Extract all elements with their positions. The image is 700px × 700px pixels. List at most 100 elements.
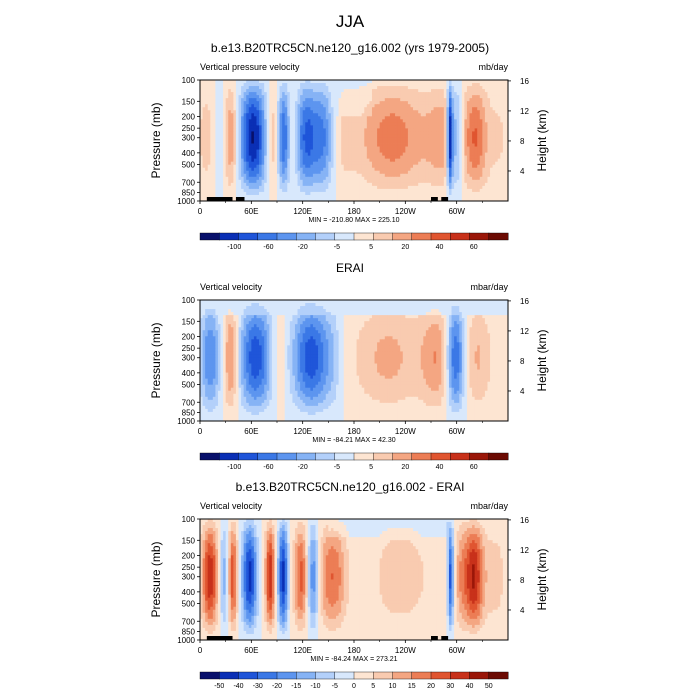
field-cell <box>315 155 319 160</box>
field-cell <box>497 164 501 169</box>
field-cell <box>287 140 291 144</box>
field-cell <box>354 119 357 123</box>
field-cell <box>312 173 316 178</box>
field-cell <box>466 167 470 172</box>
field-cell <box>241 173 245 178</box>
field-cell <box>266 122 270 126</box>
field-cell <box>294 140 298 144</box>
field-cell <box>300 89 304 93</box>
field-cell <box>302 125 306 129</box>
field-cell <box>469 137 473 141</box>
field-cell <box>379 149 383 153</box>
field-cell <box>397 125 401 129</box>
field-cell <box>374 95 378 99</box>
field-cell <box>466 149 470 153</box>
field-cell <box>423 161 427 166</box>
field-cell <box>266 161 270 166</box>
field-cell <box>320 170 324 175</box>
field-cell <box>310 128 314 132</box>
field-cell <box>217 182 221 187</box>
field-cell <box>451 167 455 172</box>
field-cell <box>451 107 455 111</box>
field-cell <box>274 80 278 84</box>
field-cell <box>410 116 414 120</box>
field-cell <box>228 164 232 169</box>
field-cell <box>359 188 363 193</box>
field-cell <box>497 95 501 99</box>
field-cell <box>230 137 234 141</box>
field-cell <box>210 161 214 166</box>
field-cell <box>315 113 319 117</box>
field-cell <box>359 95 363 99</box>
field-cell <box>461 95 465 99</box>
field-cell <box>395 98 399 102</box>
field-cell <box>454 161 458 166</box>
field-cell <box>505 140 509 144</box>
panel-units-label: mbar/day <box>470 282 508 292</box>
field-cell <box>256 113 260 117</box>
field-cell <box>207 107 211 111</box>
field-cell <box>284 125 288 129</box>
field-cell <box>371 146 375 150</box>
field-cell <box>466 152 470 157</box>
field-cell <box>207 125 211 129</box>
field-cell <box>312 110 316 114</box>
field-cell <box>228 146 232 150</box>
field-cell <box>487 116 491 120</box>
field-cell <box>292 167 296 172</box>
field-cell <box>490 197 493 202</box>
field-cell <box>241 161 245 166</box>
field-cell <box>374 137 378 141</box>
field-cell <box>346 104 350 108</box>
field-cell <box>441 80 445 84</box>
field-cell <box>407 300 411 304</box>
field-cell <box>418 116 422 120</box>
field-cell <box>269 167 273 172</box>
field-cell <box>371 188 375 193</box>
field-cell <box>469 83 473 87</box>
field-cell <box>233 137 237 141</box>
field-cell <box>428 113 432 117</box>
field-cell <box>284 86 288 90</box>
field-cell <box>348 185 352 190</box>
field-cell <box>305 86 309 90</box>
field-cell <box>415 113 419 117</box>
field-cell <box>500 107 504 111</box>
field-cell <box>443 137 447 141</box>
field-cell <box>310 101 314 105</box>
field-cell <box>297 113 301 117</box>
field-cell <box>243 155 247 160</box>
field-cell <box>279 107 283 111</box>
field-cell <box>454 164 458 169</box>
field-cell <box>359 173 363 178</box>
field-cell <box>310 300 314 304</box>
field-cell <box>323 95 327 99</box>
field-cell <box>338 116 342 120</box>
field-cell <box>420 191 424 196</box>
field-cell <box>490 137 493 141</box>
field-cell <box>502 119 506 123</box>
field-cell <box>369 95 373 99</box>
field-cell <box>459 110 463 114</box>
field-cell <box>425 176 429 181</box>
field-cell <box>382 119 386 123</box>
field-cell <box>320 107 324 111</box>
field-cell <box>431 122 434 126</box>
height-tick-label: 16 <box>520 77 529 86</box>
field-cell <box>251 155 255 160</box>
field-cell <box>502 137 506 141</box>
field-cell <box>459 119 463 123</box>
field-cell <box>264 143 268 147</box>
field-cell <box>464 173 468 178</box>
field-cell <box>266 140 270 144</box>
field-cell <box>487 164 491 169</box>
field-cell <box>230 143 234 147</box>
field-cell <box>338 128 342 132</box>
field-cell <box>366 101 370 105</box>
field-cell <box>292 149 296 153</box>
field-cell <box>246 110 250 114</box>
field-cell <box>323 98 327 102</box>
field-cell <box>292 110 296 114</box>
field-cell <box>333 119 337 123</box>
field-cell <box>235 188 239 193</box>
